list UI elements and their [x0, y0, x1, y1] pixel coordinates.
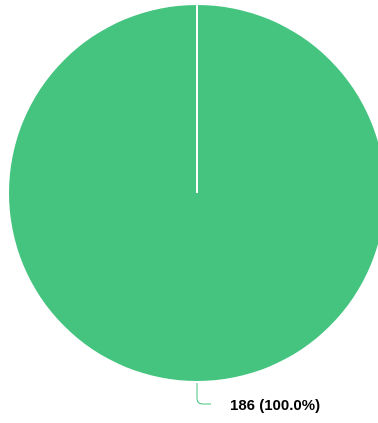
data-labels: 186 (100.0%) — [196, 383, 320, 414]
pie-slice-0 — [9, 5, 378, 381]
slice-data-label-0: 186 (100.0%) — [230, 397, 320, 414]
leader-line-0 — [196, 383, 211, 405]
pie-slices — [9, 5, 378, 381]
